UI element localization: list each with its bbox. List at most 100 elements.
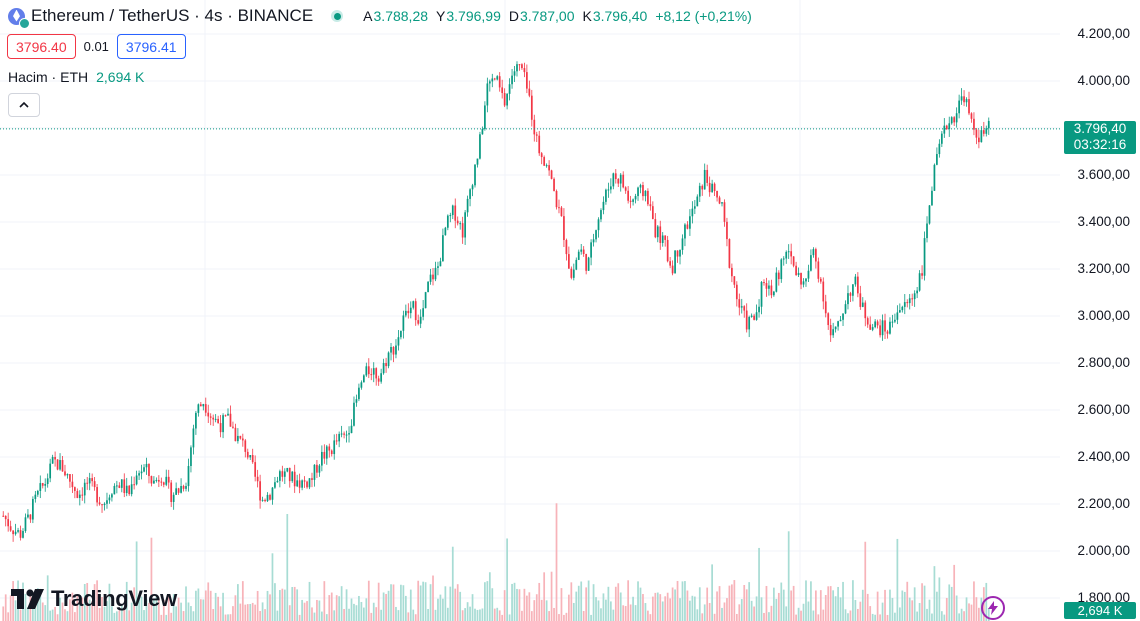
candle-body [241, 438, 244, 441]
candle-body [738, 299, 741, 308]
candle-body [32, 499, 34, 520]
volume-bar [518, 589, 521, 621]
volume-bar [511, 583, 513, 621]
volume-bar [209, 590, 212, 621]
volume-bar [580, 581, 583, 621]
volume-bar [775, 598, 778, 621]
volume-bar [318, 600, 321, 621]
candle-body [404, 310, 407, 316]
volume-bar [654, 592, 657, 621]
candle-body [145, 463, 148, 468]
volume-bar [444, 586, 447, 621]
candle-body [792, 256, 795, 266]
volume-legend[interactable]: Hacim · ETH 2,694 K [8, 69, 144, 85]
sell-button[interactable]: 3796.40 [7, 34, 76, 59]
candle-body [632, 199, 634, 202]
volume-bar [503, 590, 506, 621]
candle-body [753, 315, 755, 320]
candle-body [259, 481, 261, 501]
candle-body [901, 306, 904, 311]
volume-bar [474, 608, 476, 621]
tradingview-logo[interactable]: TradingView [11, 586, 177, 612]
candle-body [740, 306, 743, 308]
candle-body [49, 463, 52, 479]
volume-bar [12, 581, 14, 621]
volume-bar [424, 582, 427, 621]
volume-bar [864, 541, 867, 621]
volume-bar [582, 611, 585, 621]
volume-bar [246, 604, 249, 621]
buy-button[interactable]: 3796.41 [116, 34, 186, 59]
candle-body [548, 165, 550, 171]
volume-bar [698, 587, 701, 621]
volume-bar [286, 514, 289, 621]
lightning-icon[interactable] [981, 596, 1005, 620]
volume-value: 2,694 K [96, 69, 145, 85]
volume-bar [328, 595, 331, 621]
volume-bar [224, 614, 227, 621]
volume-bar [66, 611, 69, 621]
volume-bar [229, 614, 232, 621]
candle-body [148, 463, 150, 477]
candle-body [528, 88, 531, 96]
candle-body [239, 435, 242, 439]
candle-body [303, 480, 306, 482]
volume-bar [933, 566, 936, 621]
volume-bar [148, 602, 150, 621]
volume-bar [748, 582, 751, 621]
volume-bar [812, 610, 815, 621]
volume-bar [696, 609, 699, 621]
volume-bar [506, 538, 508, 621]
volume-bar [380, 609, 383, 621]
volume-bar [27, 607, 29, 621]
volume-bar [54, 606, 56, 621]
candle-body [283, 471, 286, 477]
volume-bar [241, 581, 244, 621]
volume-bar [308, 581, 311, 621]
candle-body [501, 87, 504, 94]
candle-body [958, 100, 960, 114]
collapse-legend-button[interactable] [8, 93, 40, 117]
candle-body [595, 230, 597, 240]
volume-bar [479, 609, 481, 621]
candle-body [568, 254, 570, 269]
volume-bar [852, 580, 854, 621]
volume-bar [790, 590, 793, 621]
volume-bar [130, 602, 133, 621]
volume-bar [713, 613, 716, 621]
candle-body [434, 267, 437, 280]
symbol-header: Ethereum / TetherUS · 4s · BINANCE A3.78… [8, 5, 752, 29]
candle-body [390, 346, 392, 353]
candle-body [333, 440, 336, 455]
candle-body [308, 478, 311, 488]
chevron-up-icon [19, 101, 29, 108]
candle-body [83, 482, 86, 496]
volume-bar [466, 602, 469, 621]
volume-bar [360, 601, 363, 621]
volume-bar [321, 611, 323, 621]
candle-body [224, 415, 227, 417]
volume-bar [498, 610, 501, 621]
volume-bar [46, 575, 49, 621]
volume-bar [370, 612, 373, 621]
volume-bar [777, 592, 780, 621]
volume-bar [716, 591, 718, 621]
volume-bar [693, 596, 696, 621]
candle-body [612, 173, 615, 187]
candle-body [343, 433, 345, 435]
candle-body [78, 494, 81, 498]
symbol-title[interactable]: Ethereum / TetherUS · 4s · BINANCE [31, 6, 314, 25]
candle-body [763, 282, 765, 284]
candle-body [199, 404, 202, 407]
candle-body [563, 216, 565, 241]
volume-bar [619, 592, 622, 621]
candle-body [298, 480, 301, 488]
candle-body [269, 494, 271, 500]
volume-bar [708, 602, 711, 621]
tradingview-wordmark: TradingView [51, 586, 177, 611]
candle-body [731, 267, 733, 277]
volume-bar [303, 602, 306, 621]
candle-body [819, 278, 822, 282]
candle-body [456, 220, 459, 224]
